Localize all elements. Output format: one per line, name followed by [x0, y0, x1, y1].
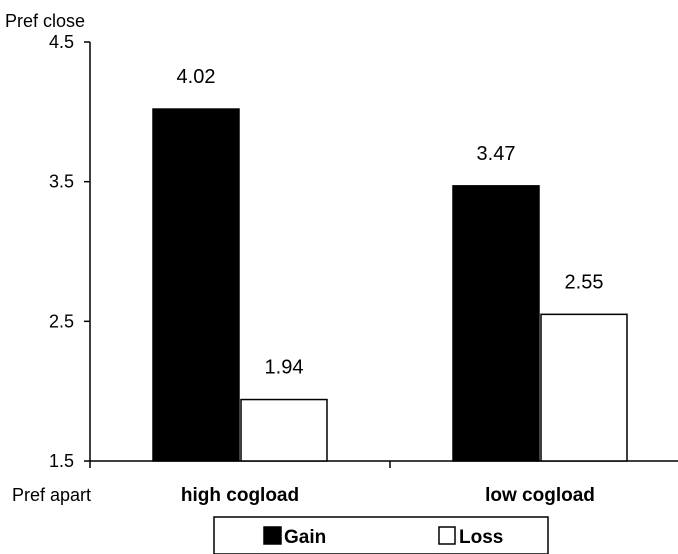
legend-gain-label: Gain: [284, 527, 326, 548]
y-tick-label: 2.5: [49, 311, 74, 331]
category-labels: high cogload low cogload: [181, 485, 595, 506]
legend-loss-swatch: [438, 526, 456, 545]
category-label: high cogload: [181, 485, 299, 506]
y-axis-bottom-label: Pref apart: [12, 485, 91, 505]
data-label: 3.47: [477, 143, 516, 165]
y-tick-label: 3.5: [49, 172, 74, 192]
bars: [152, 108, 628, 462]
y-axis-top-label: Pref close: [5, 11, 85, 31]
data-label: 2.55: [565, 271, 604, 293]
data-label: 1.94: [265, 357, 304, 379]
bar-gain-2: [452, 185, 540, 462]
y-tick-label: 1.5: [49, 451, 74, 471]
legend-gain-swatch: [263, 526, 282, 545]
data-labels: 4.02 3.47 1.94 2.55: [177, 66, 604, 379]
bar-gain-1: [152, 108, 240, 462]
legend-loss-label: Loss: [459, 527, 503, 548]
legend: Gain Loss: [213, 516, 549, 554]
y-tick-label: 4.5: [49, 32, 74, 52]
bar-loss-1: [240, 398, 328, 462]
bar-loss-2: [540, 313, 628, 462]
category-label: low cogload: [485, 485, 595, 506]
data-label: 4.02: [177, 66, 216, 88]
